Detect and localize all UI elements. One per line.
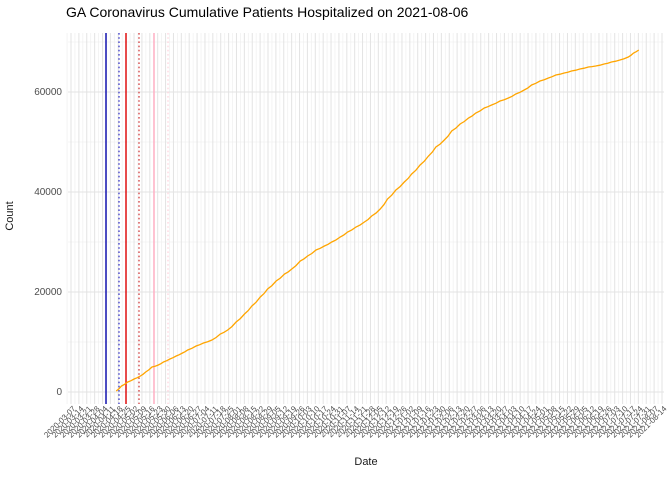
y-tick-label: 60000 <box>34 86 62 98</box>
x-axis-title: Date <box>354 456 378 468</box>
y-axis-title: Count <box>4 201 16 231</box>
y-tick-label: 20000 <box>34 286 62 298</box>
chart-title: GA Coronavirus Cumulative Patients Hospi… <box>66 4 469 20</box>
y-tick-label: 40000 <box>34 186 62 198</box>
series-line <box>115 49 640 392</box>
y-tick-label: 0 <box>56 386 62 398</box>
